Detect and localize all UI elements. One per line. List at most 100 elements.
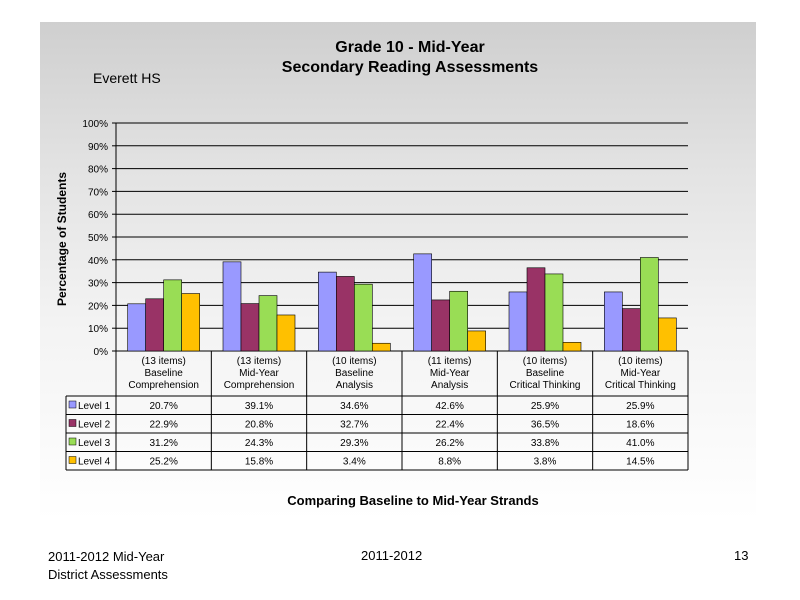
category-label: (13 items) [141,356,185,367]
data-label: 20.8% [245,420,273,431]
category-label: Critical Thinking [510,380,581,391]
bar-level-4 [562,342,582,352]
category-label: Mid-Year [430,368,470,379]
chart-title-line-1: Grade 10 - Mid-Year [335,39,485,56]
bar-level-2 [240,303,260,352]
category-label: (10 items) [523,356,567,367]
page-number: 13 [734,548,749,563]
data-label: 25.9% [626,401,654,412]
data-label: 33.8% [531,438,559,449]
data-label: 29.3% [340,438,368,449]
data-label: 26.2% [435,438,463,449]
footer-left-line-2: District Assessments [48,567,168,582]
bar-level-2 [526,267,546,352]
category-label: (10 items) [618,356,662,367]
category-label: (11 items) [428,356,472,367]
y-tick-label: 20% [88,301,108,312]
footer-left-line-1: 2011-2012 Mid-Year [48,549,165,564]
bar-level-2 [336,276,355,352]
bar-level-1 [318,271,337,352]
legend-swatch [68,456,77,464]
legend-swatch [68,400,77,409]
chart-subtitle: Everett HS [93,70,161,86]
legend-label: Level 4 [78,457,111,468]
data-table: Level 1 20.7% 39.1% 34.6% 42.6% 25.9% 25.9% Lev… [65,351,689,471]
data-label: 39.1% [245,401,273,412]
category-label: (10 items) [332,356,376,367]
bar-level-3 [449,290,468,352]
y-tick-label: 50% [88,233,108,244]
data-label: 42.6% [435,401,463,412]
legend-label: Level 1 [78,401,111,412]
bar-level-3 [163,279,182,352]
data-label: 31.2% [149,438,177,449]
category-label: Comprehension [128,380,199,391]
y-tick-label: 70% [88,187,108,198]
category-label: Critical Thinking [605,380,676,391]
bar-level-1 [222,261,242,352]
y-tick-label: 30% [88,279,108,290]
data-label: 41.0% [626,438,654,449]
y-tick-label: 60% [88,210,108,221]
data-label: 32.7% [340,420,368,431]
category-label: Mid-Year [239,368,279,379]
y-tick-label: 100% [82,119,108,130]
y-tick-label: 90% [88,142,108,153]
bar-level-1 [127,303,146,352]
data-label: 8.8% [438,457,461,468]
legend-label: Level 2 [78,420,111,431]
data-label: 25.9% [531,401,559,412]
bar-level-2 [145,298,164,352]
bar-level-4 [467,330,486,352]
bar-level-4 [276,314,296,352]
footer-center: 2011-2012 [361,548,423,563]
data-label: 3.4% [343,457,366,468]
y-tick-label: 10% [88,324,108,335]
legend-swatch [68,419,77,427]
bar-level-3 [544,273,564,352]
category-label: Comprehension [224,380,295,391]
data-label: 15.8% [245,457,273,468]
category-label: Baseline [526,368,565,379]
bar-level-1 [604,291,623,352]
legend-swatch [68,437,77,446]
data-label: 14.5% [626,457,654,468]
data-label: 24.3% [245,438,273,449]
chart-title: Grade 10 - Mid-Year Secondary Reading As… [190,38,630,78]
category-label: Analysis [431,380,468,391]
footer-left: 2011-2012 Mid-Year District Assessments [48,548,168,584]
chart-title-line-2: Secondary Reading Assessments [281,59,539,76]
bar-level-3 [640,257,659,352]
x-axis-title: Comparing Baseline to Mid-Year Strands [287,493,538,508]
data-label: 36.5% [531,420,559,431]
data-label: 22.9% [149,420,177,431]
category-label: Analysis [336,380,373,391]
category-label: Baseline [335,368,374,379]
y-tick-label: 40% [88,256,108,267]
bar-level-4 [372,342,391,352]
y-tick-labels: 0% 10% 20% 30% 40% 50% 60% 70% 80% 90% 100% [82,119,108,358]
bar-level-3 [354,283,373,352]
category-label: (13 items) [237,356,281,367]
chart-panel [40,22,756,520]
bar-level-3 [258,295,278,352]
data-label: 3.8% [534,457,557,468]
bar-level-4 [658,317,677,352]
data-label: 18.6% [626,420,654,431]
bar-level-1 [413,253,432,352]
category-label: Mid-Year [621,368,661,379]
category-label: Baseline [144,368,183,379]
data-label: 25.2% [149,457,177,468]
y-tick-label: 0% [94,347,109,358]
data-label: 22.4% [435,420,463,431]
bars [127,253,677,352]
bar-level-1 [508,291,528,352]
data-label: 20.7% [149,401,177,412]
y-tick-label: 80% [88,165,108,176]
bar-level-2 [431,299,450,352]
bar-level-2 [622,308,641,352]
bar-level-4 [181,293,200,352]
data-label: 34.6% [340,401,368,412]
